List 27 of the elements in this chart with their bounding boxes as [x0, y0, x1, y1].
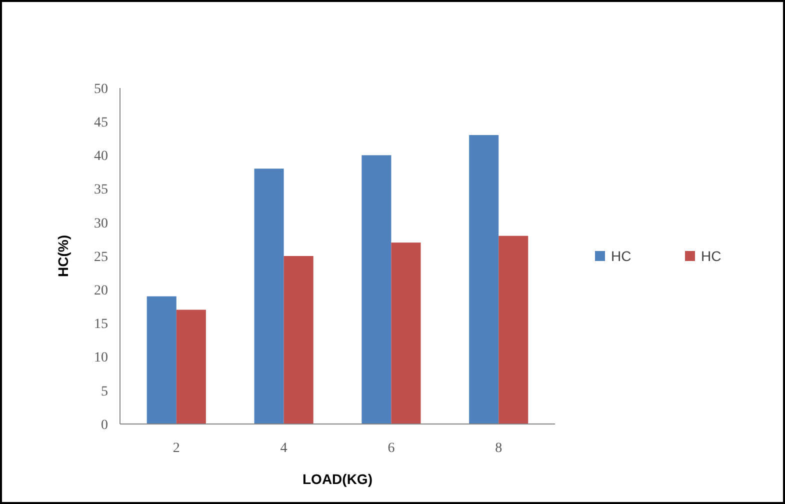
- legend-label: HC: [611, 248, 632, 264]
- y-axis-title: HC(%): [55, 235, 71, 277]
- x-tick-label: 8: [495, 441, 502, 456]
- legend-label: HC: [701, 248, 722, 264]
- x-tick-label: 4: [280, 441, 288, 456]
- bar: [498, 236, 528, 424]
- x-axis-title: LOAD(KG): [302, 471, 372, 487]
- y-tick-label: 30: [94, 216, 108, 232]
- y-tick-label: 25: [94, 250, 108, 265]
- y-tick-label: 10: [94, 350, 108, 366]
- y-tick-label: 20: [94, 284, 108, 298]
- y-tick-label: 35: [94, 182, 108, 198]
- bar: [469, 135, 499, 424]
- y-tick-label: 15: [94, 317, 108, 332]
- y-tick-label: 50: [94, 82, 108, 97]
- x-tick-label: 2: [172, 441, 180, 456]
- y-tick-label: 0: [101, 418, 108, 433]
- x-tick-label: 6: [388, 441, 395, 456]
- bar: [146, 296, 176, 424]
- bar: [391, 242, 421, 424]
- y-tick-label: 45: [94, 116, 108, 130]
- bar: [254, 168, 284, 424]
- y-tick-label: 40: [94, 149, 108, 164]
- bar: [362, 155, 392, 424]
- bar: [284, 256, 314, 424]
- y-tick-label: 5: [101, 384, 108, 400]
- bar: [176, 310, 206, 424]
